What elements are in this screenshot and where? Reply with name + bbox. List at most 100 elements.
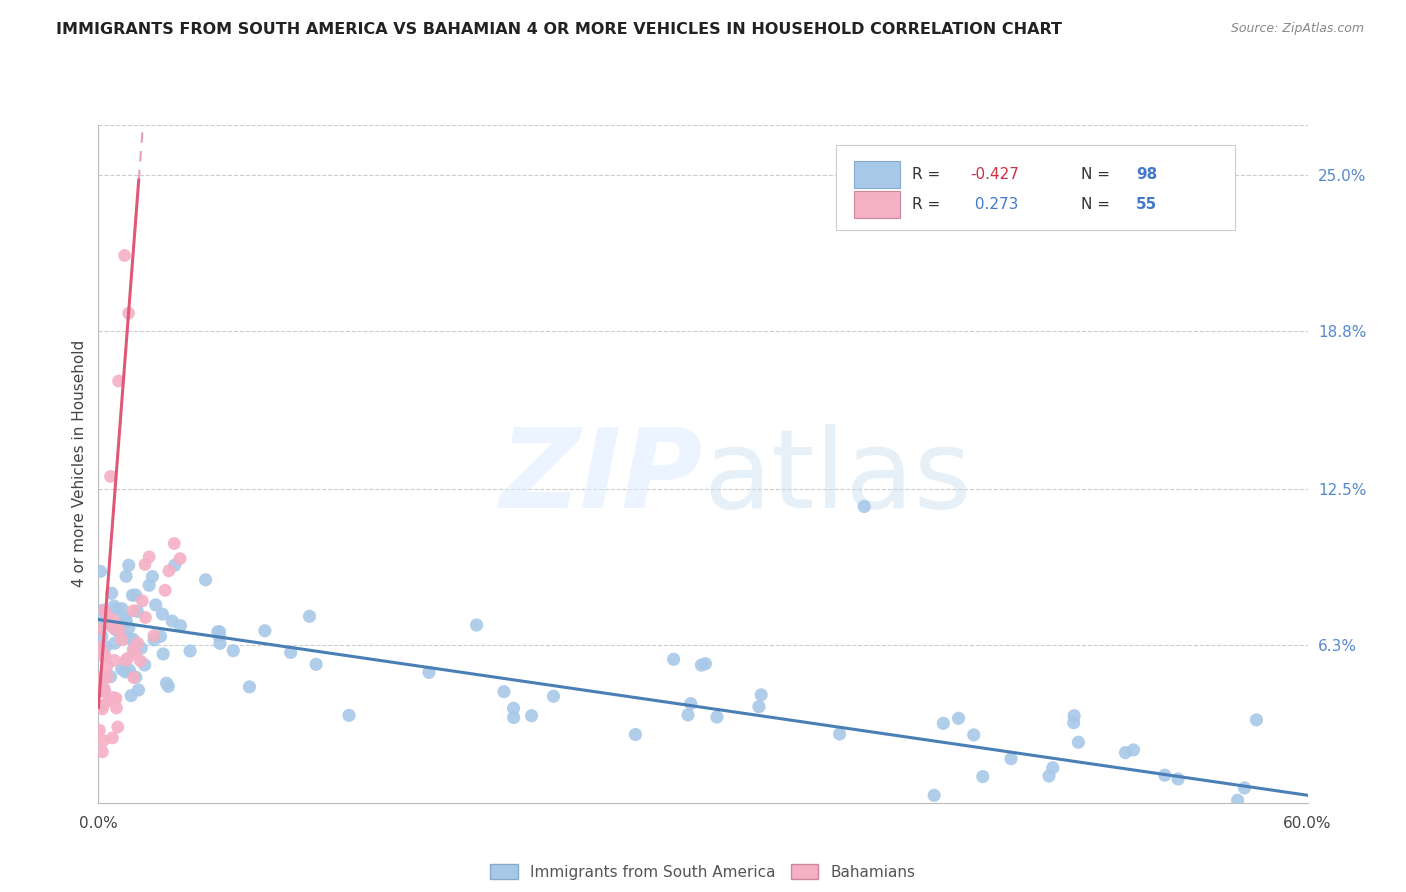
- Point: [89, 723, 111, 738]
- Point: [89, 622, 111, 636]
- Point: [118, 663, 141, 677]
- Point: [91, 682, 114, 697]
- Point: [1067, 735, 1090, 749]
- Point: [107, 720, 129, 734]
- Point: [122, 604, 145, 618]
- Point: [93, 681, 115, 696]
- Point: [104, 621, 127, 635]
- Point: [121, 588, 143, 602]
- Point: [93, 684, 115, 698]
- Point: [207, 624, 229, 639]
- Point: [157, 564, 180, 578]
- Point: [142, 629, 165, 643]
- Point: [114, 610, 136, 624]
- Point: [100, 620, 122, 634]
- Text: ZIP: ZIP: [499, 424, 703, 531]
- Point: [208, 636, 231, 650]
- Point: [679, 697, 702, 711]
- Point: [1114, 746, 1136, 760]
- Point: [932, 716, 955, 731]
- Point: [305, 657, 328, 672]
- Point: [853, 500, 876, 514]
- Point: [145, 598, 167, 612]
- Point: [502, 701, 524, 715]
- Legend: Immigrants from South America, Bahamians: Immigrants from South America, Bahamians: [484, 858, 922, 886]
- Point: [1122, 743, 1144, 757]
- Bar: [855, 161, 900, 188]
- Point: [922, 789, 945, 803]
- Point: [749, 688, 772, 702]
- FancyBboxPatch shape: [837, 145, 1234, 230]
- Point: [280, 645, 302, 659]
- Point: [89, 671, 111, 685]
- Point: [118, 306, 141, 320]
- Point: [122, 641, 145, 656]
- Point: [108, 624, 131, 638]
- Point: [127, 682, 149, 697]
- Point: [122, 642, 145, 657]
- Text: -0.427: -0.427: [970, 167, 1019, 182]
- Point: [157, 679, 180, 693]
- Point: [104, 636, 127, 650]
- Point: [1167, 772, 1189, 786]
- Point: [695, 657, 717, 671]
- Point: [828, 727, 851, 741]
- Point: [502, 710, 524, 724]
- Point: [208, 629, 231, 643]
- Text: 0.273: 0.273: [970, 197, 1018, 211]
- Point: [122, 632, 145, 647]
- Point: [100, 586, 122, 600]
- Point: [91, 615, 114, 629]
- Point: [96, 659, 118, 673]
- Point: [160, 614, 183, 628]
- Point: [155, 676, 177, 690]
- Point: [93, 603, 115, 617]
- Point: [194, 573, 217, 587]
- Point: [337, 708, 360, 723]
- Point: [948, 711, 970, 725]
- Point: [238, 680, 260, 694]
- Point: [97, 670, 120, 684]
- Point: [111, 662, 134, 676]
- Point: [115, 615, 138, 629]
- Y-axis label: 4 or more Vehicles in Household: 4 or more Vehicles in Household: [72, 340, 87, 588]
- Point: [1063, 715, 1085, 730]
- Point: [117, 651, 139, 665]
- Point: [127, 605, 149, 619]
- Text: 55: 55: [1136, 197, 1157, 211]
- Point: [103, 653, 125, 667]
- Point: [107, 374, 129, 388]
- Point: [94, 648, 117, 663]
- Point: [110, 626, 132, 640]
- Point: [690, 658, 713, 673]
- Bar: [855, 191, 900, 218]
- Point: [465, 618, 488, 632]
- Point: [120, 632, 142, 646]
- Point: [141, 569, 163, 583]
- Point: [1042, 761, 1064, 775]
- Point: [492, 684, 515, 698]
- Text: N =: N =: [1081, 167, 1115, 182]
- Point: [138, 578, 160, 592]
- Point: [706, 710, 728, 724]
- Point: [676, 708, 699, 723]
- Point: [179, 644, 201, 658]
- Point: [107, 602, 129, 616]
- Point: [111, 632, 134, 647]
- Point: [127, 636, 149, 650]
- Point: [89, 673, 111, 687]
- Point: [111, 601, 134, 615]
- Text: atlas: atlas: [703, 424, 972, 531]
- Text: R =: R =: [912, 167, 945, 182]
- Point: [1038, 769, 1060, 783]
- Point: [169, 618, 191, 632]
- Text: Source: ZipAtlas.com: Source: ZipAtlas.com: [1230, 22, 1364, 36]
- Point: [118, 621, 141, 635]
- Point: [91, 702, 114, 716]
- Point: [94, 640, 117, 654]
- Point: [152, 607, 174, 621]
- Text: N =: N =: [1081, 197, 1115, 211]
- Point: [1233, 780, 1256, 795]
- Point: [120, 689, 142, 703]
- Text: IMMIGRANTS FROM SOUTH AMERICA VS BAHAMIAN 4 OR MORE VEHICLES IN HOUSEHOLD CORREL: IMMIGRANTS FROM SOUTH AMERICA VS BAHAMIA…: [56, 22, 1063, 37]
